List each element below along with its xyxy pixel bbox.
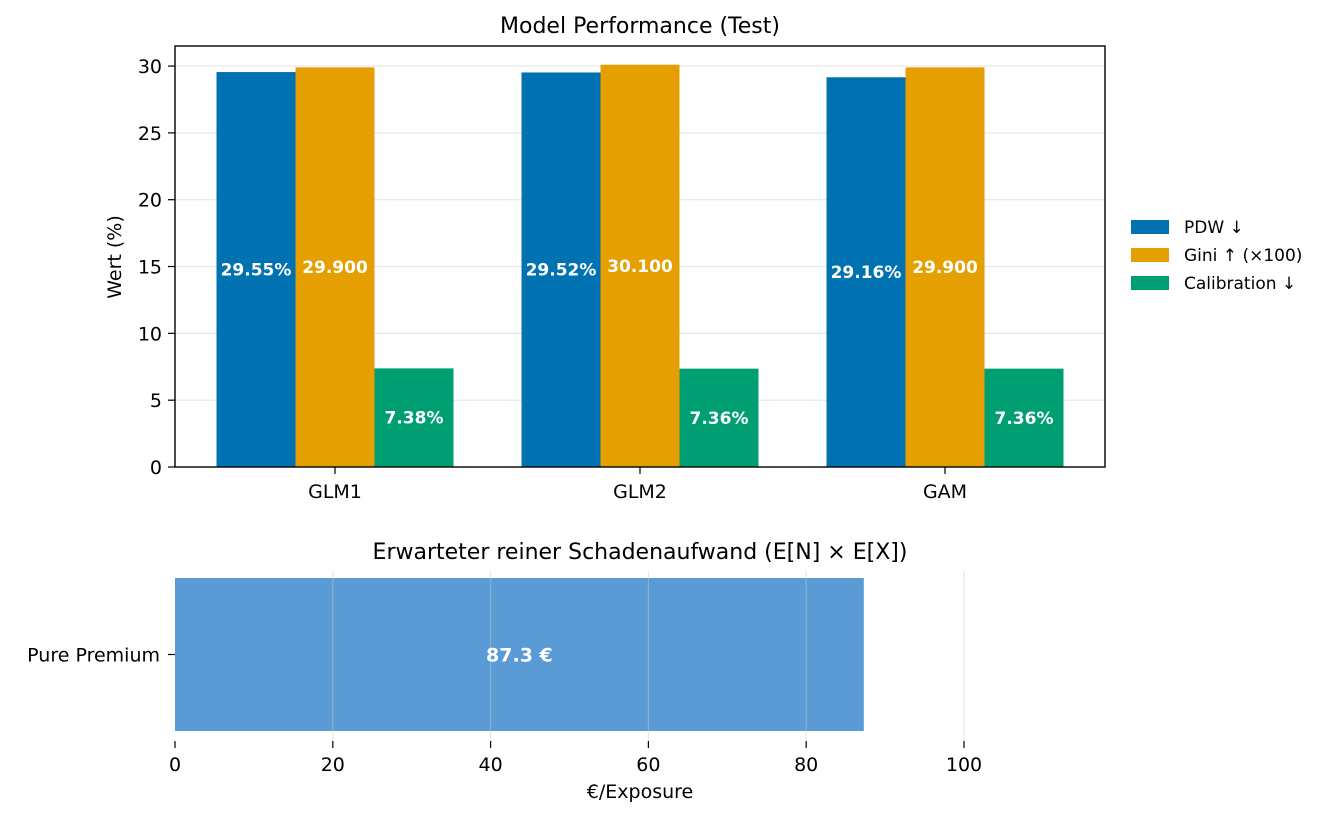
pure-premium-y-tick-label: Pure Premium bbox=[27, 645, 160, 667]
performance-y-axis: 0 5 10 15 20 25 30 bbox=[138, 56, 175, 479]
performance-bar bbox=[826, 77, 906, 467]
pure-premium-y-axis: Pure Premium bbox=[27, 645, 175, 667]
performance-y-tick-label: 25 bbox=[138, 123, 162, 145]
performance-legend: PDW ↓ Gini ↑ (×100) Calibration ↓ bbox=[1131, 218, 1302, 294]
performance-y-axis-label: Wert (%) bbox=[104, 215, 126, 299]
performance-bar bbox=[374, 368, 454, 467]
performance-bar-value-label: 29.55% bbox=[221, 261, 292, 281]
performance-bar-value-label: 7.36% bbox=[690, 409, 749, 429]
performance-y-tick-label: 20 bbox=[138, 190, 162, 212]
performance-y-tick-label: 10 bbox=[138, 323, 162, 345]
pure-premium-x-tick-label: 80 bbox=[794, 754, 818, 776]
legend-entry: Calibration ↓ bbox=[1184, 274, 1296, 294]
performance-chart: Model Performance (Test) 29.55% 29.900 7.3… bbox=[104, 14, 1302, 503]
pure-premium-bars bbox=[175, 578, 864, 731]
performance-bar bbox=[521, 72, 601, 467]
pure-premium-x-axis-label: €/Exposure bbox=[587, 781, 693, 803]
performance-bar-value-label: 29.900 bbox=[302, 258, 368, 278]
performance-bar-labels: 29.55% 29.900 7.38% 29.52% 30.100 7.36% 29.16%… bbox=[221, 257, 1054, 429]
performance-bar-value-label: 7.38% bbox=[385, 409, 444, 429]
pure-premium-x-tick-label: 40 bbox=[479, 754, 503, 776]
performance-chart-title: Model Performance (Test) bbox=[500, 14, 780, 39]
performance-bar-value-label: 29.16% bbox=[831, 263, 902, 283]
performance-bar bbox=[216, 72, 296, 468]
performance-bar bbox=[295, 67, 375, 467]
legend-swatch bbox=[1131, 248, 1169, 262]
performance-bar bbox=[679, 368, 759, 467]
performance-y-tick-label: 30 bbox=[138, 56, 162, 78]
performance-bar-value-label: 29.900 bbox=[912, 258, 978, 278]
legend-entry: PDW ↓ bbox=[1184, 218, 1244, 238]
performance-bar-value-label: 7.36% bbox=[995, 409, 1054, 429]
legend-swatch bbox=[1131, 220, 1169, 234]
performance-y-tick-label: 0 bbox=[150, 457, 162, 479]
pure-premium-chart: Erwarteter reiner Schadenaufwand (E[N] ×… bbox=[27, 540, 982, 803]
performance-x-axis: GLM1 GLM2 GAM bbox=[308, 467, 967, 503]
pure-premium-gridlines bbox=[332, 571, 965, 741]
performance-bars bbox=[216, 64, 1064, 468]
performance-x-tick-label: GAM bbox=[923, 481, 967, 503]
pure-premium-x-tick-label: 100 bbox=[946, 754, 982, 776]
performance-x-tick-label: GLM2 bbox=[613, 481, 667, 503]
pure-premium-bar-labels: 87.3 € bbox=[486, 645, 553, 667]
pure-premium-x-axis: 0 20 40 60 80 100 bbox=[169, 741, 982, 776]
pure-premium-chart-title: Erwarteter reiner Schadenaufwand (E[N] ×… bbox=[373, 540, 908, 565]
performance-x-tick-label: GLM1 bbox=[308, 481, 362, 503]
performance-bar bbox=[600, 64, 680, 467]
performance-bar bbox=[905, 67, 985, 467]
performance-y-tick-label: 5 bbox=[150, 390, 162, 412]
performance-bar-value-label: 29.52% bbox=[526, 261, 597, 281]
performance-bar-value-label: 30.100 bbox=[607, 257, 673, 277]
performance-y-tick-label: 15 bbox=[138, 257, 162, 279]
legend-swatch bbox=[1131, 276, 1169, 290]
pure-premium-bar bbox=[175, 578, 864, 731]
pure-premium-x-tick-label: 60 bbox=[636, 754, 660, 776]
pure-premium-x-tick-label: 0 bbox=[169, 754, 181, 776]
pure-premium-bar-value-label: 87.3 € bbox=[486, 645, 553, 667]
performance-bar bbox=[984, 368, 1064, 467]
legend-entry: Gini ↑ (×100) bbox=[1184, 246, 1302, 266]
pure-premium-x-tick-label: 20 bbox=[321, 754, 345, 776]
